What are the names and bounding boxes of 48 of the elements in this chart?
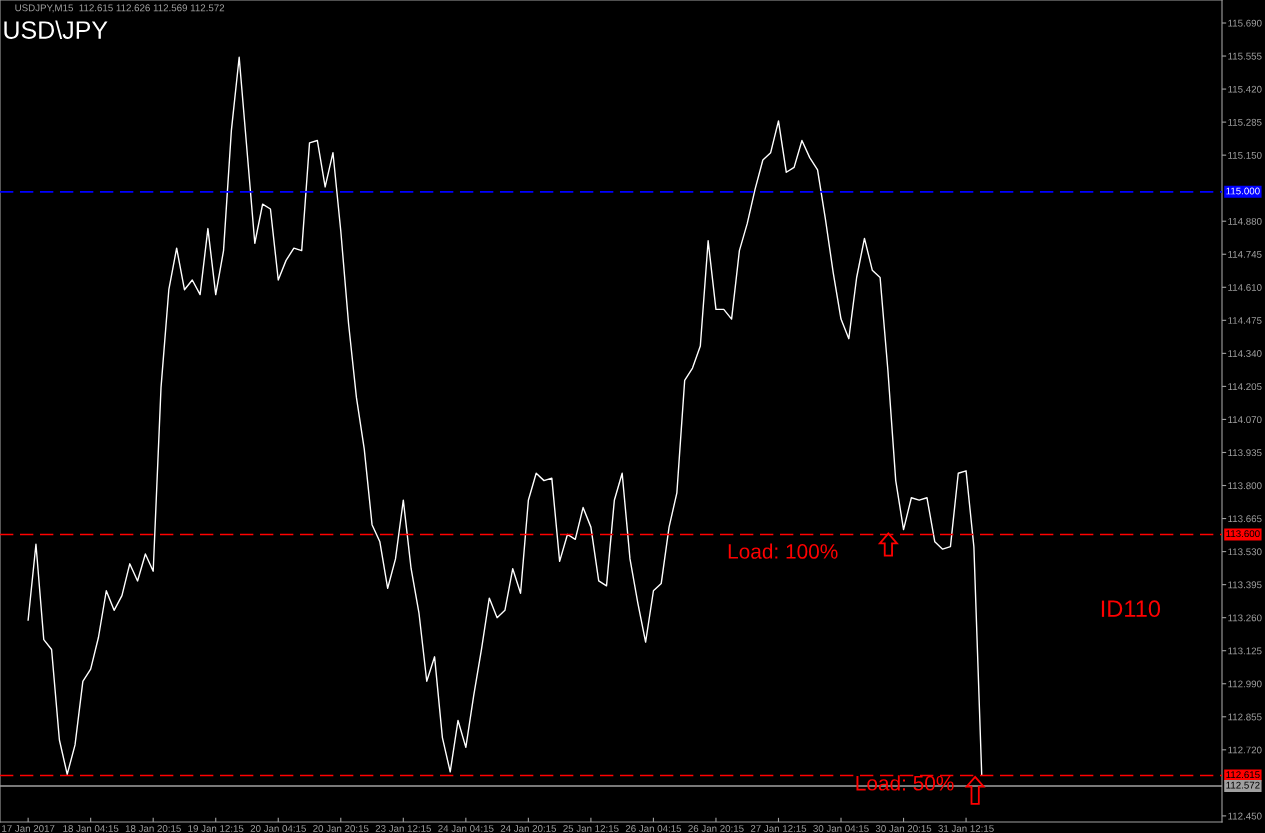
y-tick-label: 115.555 bbox=[1228, 52, 1262, 60]
x-tick-label: 20 Jan 04:15 bbox=[250, 825, 306, 832]
ref-line-label: 115.000 bbox=[1226, 187, 1260, 195]
x-tick-label: 20 Jan 20:15 bbox=[313, 825, 369, 832]
annotation: Load: 100% bbox=[728, 543, 838, 559]
y-tick-label: 112.720 bbox=[1228, 746, 1262, 754]
x-tick-label: 31 Jan 12:15 bbox=[938, 825, 994, 832]
ref-line-label: 112.572 bbox=[1226, 781, 1260, 789]
y-tick-label: 114.475 bbox=[1228, 317, 1262, 324]
x-tick-label: 17 Jan 2017 bbox=[2, 825, 55, 832]
x-tick-label: 30 Jan 20:15 bbox=[875, 825, 932, 832]
x-tick-label: 24 Jan 04:15 bbox=[438, 825, 494, 832]
y-tick-label: 114.070 bbox=[1228, 416, 1262, 424]
x-tick-label: 18 Jan 04:15 bbox=[63, 825, 119, 832]
y-tick-label: 113.530 bbox=[1228, 548, 1262, 556]
y-tick-label: 115.420 bbox=[1228, 85, 1262, 93]
x-tick-label: 27 Jan 12:15 bbox=[750, 825, 807, 832]
x-tick-label: 26 Jan 04:15 bbox=[625, 825, 682, 832]
y-tick-label: 113.395 bbox=[1228, 581, 1262, 589]
annotation: Load: 50% bbox=[856, 775, 954, 791]
y-tick-label: 113.800 bbox=[1228, 482, 1262, 490]
y-tick-label: 113.125 bbox=[1228, 647, 1262, 655]
text: USD\JPY bbox=[4, 20, 108, 39]
x-tick-label: 30 Jan 04:15 bbox=[813, 825, 869, 832]
y-tick-label: 114.880 bbox=[1228, 217, 1262, 225]
x-tick-label: 23 Jan 12:15 bbox=[375, 825, 432, 832]
y-tick-label: 113.935 bbox=[1228, 449, 1262, 457]
x-tick-label: 26 Jan 20:15 bbox=[688, 825, 744, 832]
x-tick-label: 19 Jan 12:15 bbox=[188, 825, 244, 832]
ref-line-label: 112.615 bbox=[1226, 771, 1260, 779]
x-tick-label: 25 Jan 12:15 bbox=[563, 825, 619, 832]
y-tick-label: 113.260 bbox=[1228, 614, 1262, 622]
x-tick-label: 18 Jan 20:15 bbox=[125, 825, 181, 832]
y-tick-label: 112.450 bbox=[1228, 812, 1262, 820]
y-tick-label: 115.285 bbox=[1228, 118, 1262, 126]
ref-line-label: 113.600 bbox=[1226, 530, 1260, 538]
text: ID110 bbox=[1101, 600, 1161, 618]
y-tick-label: 113.665 bbox=[1228, 515, 1262, 523]
y-tick-label: 114.205 bbox=[1228, 383, 1262, 391]
y-tick-label: 114.745 bbox=[1228, 251, 1262, 258]
y-tick-label: 114.340 bbox=[1228, 350, 1262, 357]
y-tick-label: 112.855 bbox=[1228, 713, 1262, 721]
chart-subtitle: USDJPY,M15 112.615 112.626 112.569 112.572 bbox=[15, 4, 225, 13]
y-tick-label: 115.690 bbox=[1228, 19, 1262, 27]
y-tick-label: 114.610 bbox=[1228, 284, 1262, 291]
y-tick-label: 115.150 bbox=[1228, 151, 1262, 159]
x-tick-label: 24 Jan 20:15 bbox=[500, 825, 557, 832]
y-tick-label: 112.990 bbox=[1228, 680, 1262, 688]
